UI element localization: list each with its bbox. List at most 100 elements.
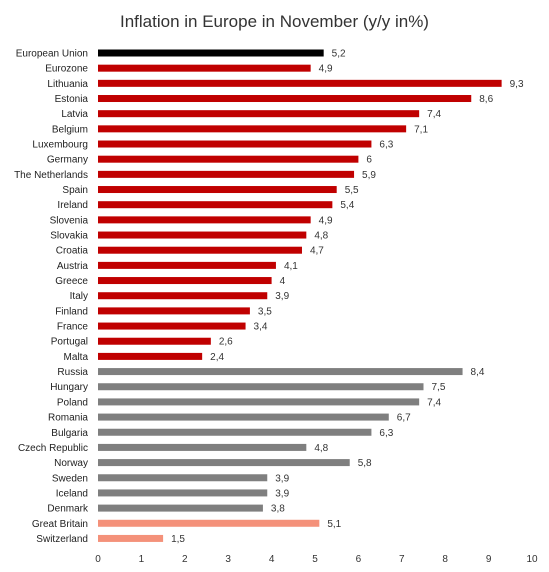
category-label: Latvia <box>61 109 88 120</box>
category-label: Portugal <box>51 337 88 348</box>
category-label: Bulgaria <box>51 428 88 439</box>
bar-poland <box>98 398 420 406</box>
bar-czech-republic <box>98 443 307 451</box>
category-label: Luxembourg <box>32 140 88 151</box>
bar-lithuania <box>98 79 502 87</box>
bar-austria <box>98 261 276 269</box>
category-label: The Netherlands <box>14 170 88 181</box>
value-label: 4,1 <box>284 261 298 272</box>
value-label: 7,4 <box>427 109 441 120</box>
value-label: 5,4 <box>340 200 354 211</box>
value-label: 2,6 <box>219 337 233 348</box>
value-label: 1,5 <box>171 534 185 545</box>
bar-germany <box>98 155 359 163</box>
bar-slovenia <box>98 216 311 224</box>
category-label: Germany <box>47 155 88 166</box>
bar-estonia <box>98 95 472 103</box>
bar-iceland <box>98 489 268 497</box>
value-label: 7,1 <box>414 124 428 135</box>
value-label: 6 <box>366 155 372 166</box>
x-tick-label: 7 <box>399 554 405 565</box>
category-label: Russia <box>57 367 88 378</box>
bar-belgium <box>98 125 407 133</box>
bar-switzerland <box>98 534 164 542</box>
x-tick-label: 6 <box>356 554 362 565</box>
bar-ireland <box>98 201 333 209</box>
value-label: 9,3 <box>510 79 524 90</box>
category-label: Poland <box>57 397 88 408</box>
x-tick-label: 10 <box>526 554 538 565</box>
value-label: 4,9 <box>319 215 333 226</box>
category-label: Greece <box>55 276 88 287</box>
bar-latvia <box>98 110 420 118</box>
value-label: 4,8 <box>314 443 328 454</box>
value-labels-group: 5,2 4,9 9,3 8,6 7,4 7,1 6,3 6 5,95,5 5,4 4,9 4,8 4,7… <box>171 49 524 545</box>
bar-romania <box>98 413 389 421</box>
category-label: Belgium <box>52 124 88 135</box>
bar-portugal <box>98 337 211 345</box>
category-label: Spain <box>62 185 88 196</box>
value-label: 2,4 <box>210 352 224 363</box>
value-label: 7,4 <box>427 397 441 408</box>
category-label: Austria <box>57 261 89 272</box>
category-label: Sweden <box>52 473 88 484</box>
bar-sweden <box>98 474 268 482</box>
category-label: Iceland <box>56 488 88 499</box>
bar-slovakia <box>98 231 307 239</box>
category-label: Slovakia <box>50 231 88 242</box>
bar-hungary <box>98 383 424 391</box>
bar-malta <box>98 352 203 360</box>
value-label: 5,2 <box>332 49 346 60</box>
category-label: Czech Republic <box>18 443 88 454</box>
category-label: France <box>57 322 89 333</box>
bar-great-britain <box>98 519 320 527</box>
value-label: 5,1 <box>327 519 341 530</box>
bar-european-union <box>98 49 324 57</box>
value-label: 3,4 <box>254 322 268 333</box>
value-label: 3,5 <box>258 306 272 317</box>
x-tick-label: 3 <box>225 554 231 565</box>
value-label: 5,9 <box>362 170 376 181</box>
value-label: 8,6 <box>479 94 493 105</box>
category-label: Ireland <box>57 200 88 211</box>
value-label: 6,3 <box>379 140 393 151</box>
value-label: 6,3 <box>379 428 393 439</box>
bar-bulgaria <box>98 428 372 436</box>
category-label: Eurozone <box>45 64 88 75</box>
category-label: European Union <box>16 49 88 60</box>
category-label: Italy <box>70 291 88 302</box>
value-label: 3,9 <box>275 473 289 484</box>
bar-greece <box>98 277 272 285</box>
bar-eurozone <box>98 64 311 72</box>
x-tick-label: 8 <box>442 554 448 565</box>
category-label: Slovenia <box>50 215 89 226</box>
category-label: Norway <box>54 458 88 469</box>
bar-spain <box>98 186 337 194</box>
category-label: Great Britain <box>32 519 88 530</box>
category-label: Lithuania <box>47 79 88 90</box>
x-tick-label: 4 <box>269 554 275 565</box>
x-tick-label: 5 <box>312 554 318 565</box>
category-label: Finland <box>55 306 88 317</box>
bar-the-netherlands <box>98 170 355 178</box>
bar-norway <box>98 459 350 467</box>
bar-italy <box>98 292 268 300</box>
x-axis: 0 1 2 3 4 5 6 7 8 9 10 <box>95 554 538 565</box>
bar-finland <box>98 307 250 315</box>
x-tick-label: 0 <box>95 554 101 565</box>
category-label: Croatia <box>56 246 89 257</box>
value-label: 7,5 <box>432 382 446 393</box>
category-label: Denmark <box>47 504 89 515</box>
bar-france <box>98 322 246 330</box>
value-label: 4,7 <box>310 246 324 257</box>
category-labels-group: European Union Eurozone Lithuania Estonia La… <box>14 49 89 545</box>
category-label: Hungary <box>50 382 88 393</box>
value-label: 8,4 <box>471 367 485 378</box>
value-label: 6,7 <box>397 413 411 424</box>
x-tick-label: 1 <box>139 554 145 565</box>
x-tick-label: 2 <box>182 554 188 565</box>
bar-denmark <box>98 504 263 512</box>
value-label: 3,8 <box>271 504 285 515</box>
bar-luxembourg <box>98 140 372 148</box>
